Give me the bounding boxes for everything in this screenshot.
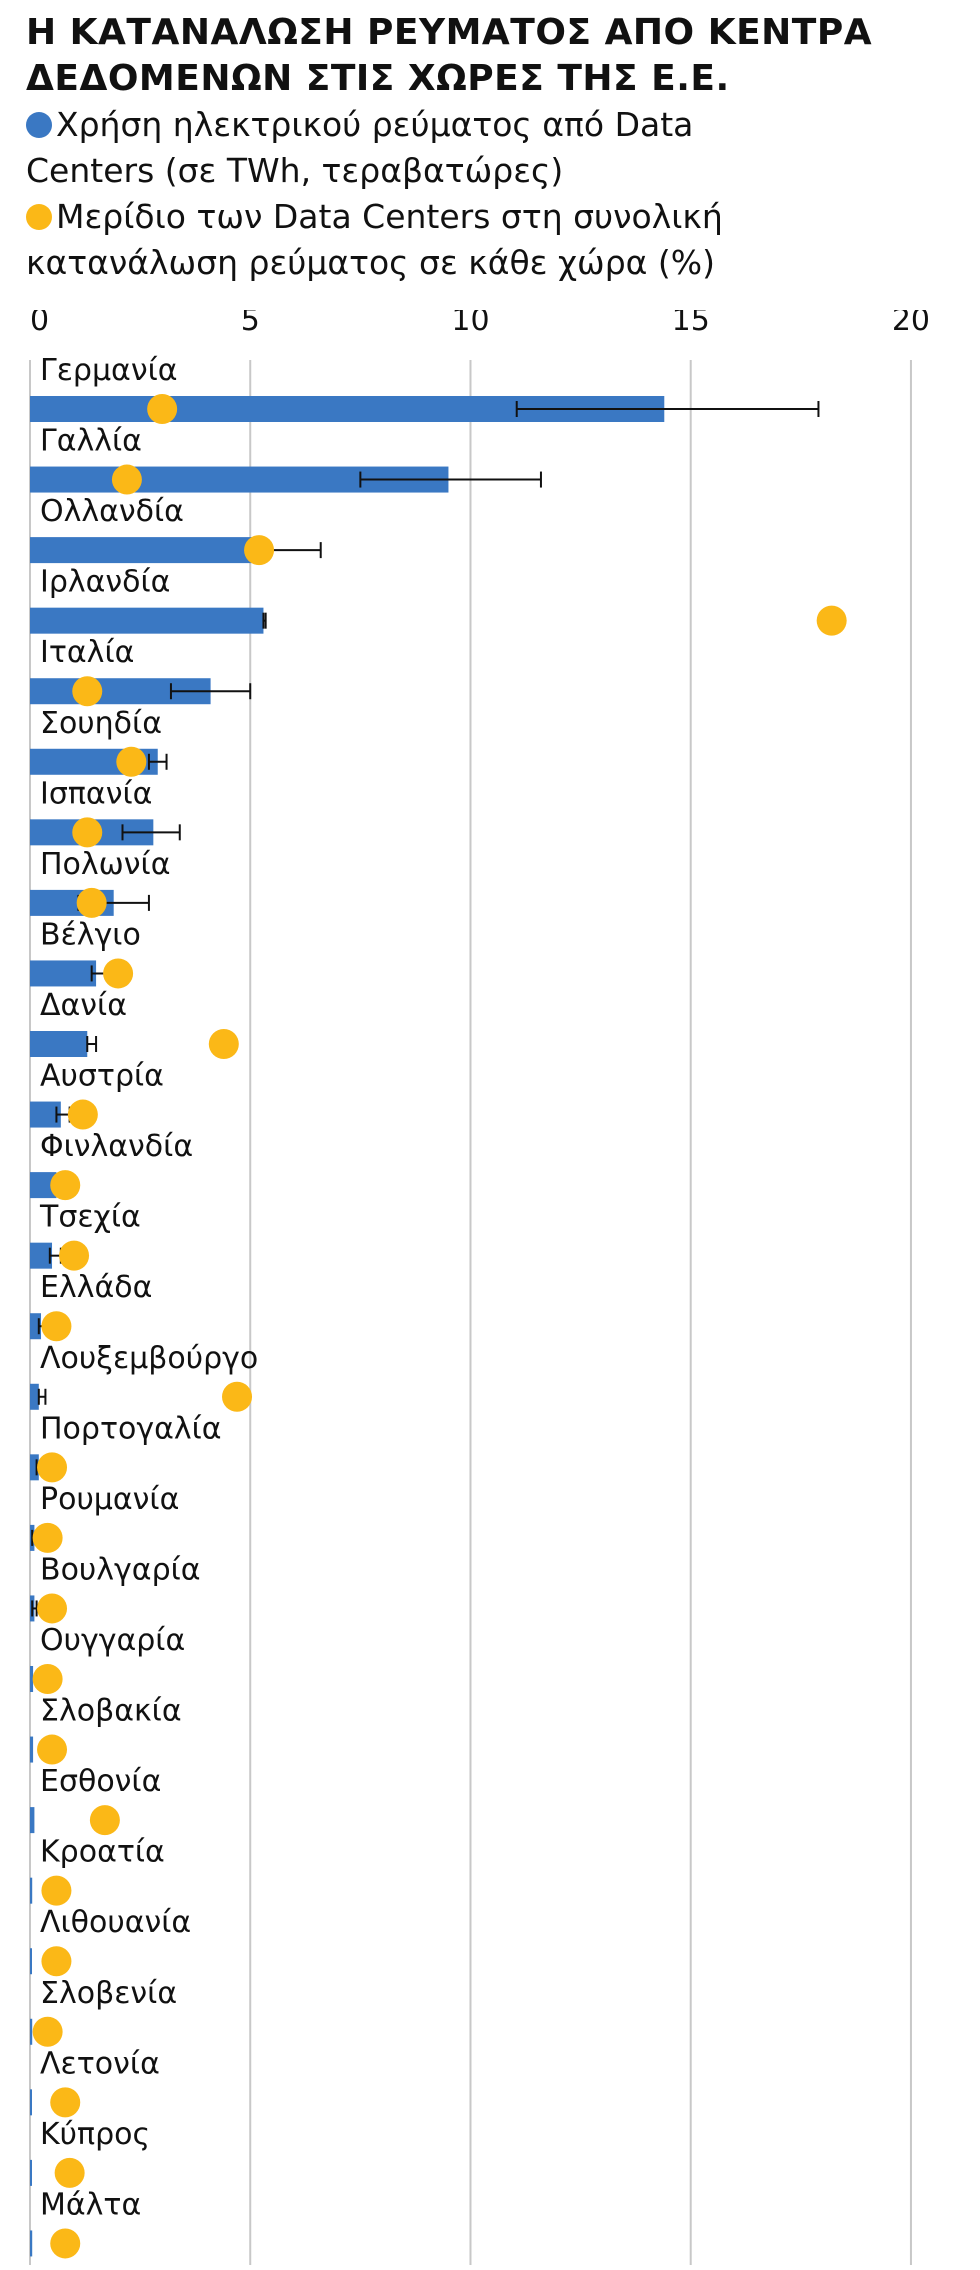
bar: [30, 2089, 32, 2116]
x-tick-label: 15: [672, 310, 710, 338]
y-tick-label: Ισπανία: [40, 776, 152, 811]
error-bar: [86, 1036, 98, 1052]
error-bar: [262, 612, 267, 629]
share-dot: [103, 958, 134, 989]
share-dot: [222, 1381, 253, 1412]
y-tick-label: Πολωνία: [40, 847, 170, 882]
bar: [30, 2230, 33, 2257]
y-tick-label: Ουγγαρία: [40, 1623, 185, 1658]
share-dot: [76, 887, 107, 918]
y-tick-label: Σλοβενία: [40, 1976, 177, 2011]
bar: [30, 537, 255, 564]
y-tick-label: Σλοβακία: [40, 1694, 182, 1729]
share-dot: [59, 1240, 90, 1271]
legend-entry: Μερίδιο των Data Centers στη συνολική κα…: [26, 194, 826, 286]
error-bar: [515, 401, 820, 417]
y-tick-label: Βουλγαρία: [40, 1552, 201, 1587]
share-dot: [50, 2087, 81, 2118]
share-dot: [50, 2228, 81, 2259]
x-tick-label: 20: [892, 310, 930, 338]
x-tick-label: 0: [30, 310, 49, 338]
bar: [30, 1807, 35, 1834]
share-dot: [32, 2016, 63, 2047]
y-tick-label: Ρουμανία: [40, 1482, 179, 1517]
y-tick-label: Βέλγιο: [40, 917, 141, 952]
share-dot: [208, 1029, 239, 1059]
share-dot: [54, 2157, 85, 2188]
bar: [30, 2018, 33, 2045]
bar: [30, 1948, 32, 1975]
y-tick-label: Γαλλία: [40, 424, 142, 459]
y-tick-label: Φινλανδία: [40, 1129, 193, 1164]
y-tick-label: Τσεχία: [39, 1200, 141, 1235]
error-bar: [147, 753, 168, 770]
share-dot: [67, 1099, 98, 1130]
y-tick-label: Λιθουανία: [40, 1905, 191, 1940]
share-dot: [41, 1875, 72, 1906]
chart: 0 5 10 15 20 Γερμανία Γαλλία Ολλανδία Ιρλανδία Ιτ…: [29, 310, 930, 2265]
bar: [30, 960, 97, 987]
y-tick-label: Δανία: [40, 988, 127, 1023]
share-dot: [37, 1593, 68, 1624]
share-dot: [41, 1946, 72, 1977]
share-dot: [32, 1664, 63, 1694]
legend-entry: Χρήση ηλεκτρικού ρεύματος από Data Cente…: [26, 102, 816, 194]
share-dot: [41, 1311, 72, 1342]
share-dot: [37, 1734, 68, 1765]
legend-swatch: [26, 204, 52, 230]
bar: [30, 1666, 34, 1692]
header: Η ΚΑΤΑΝΑΛΩΣΗ ΡΕΥΜΑΤΟΣ ΑΠΟ ΚΕΝΤΡΑ ΔΕΔΟΜΕΝ…: [0, 0, 980, 286]
legend-label: Χρήση ηλεκτρικού ρεύματος από Data Cente…: [26, 105, 694, 190]
legend-swatch: [26, 112, 52, 138]
y-tick-label: Κροατία: [40, 1835, 165, 1870]
error-bar: [121, 824, 181, 841]
share-dot: [37, 1452, 68, 1483]
share-dot: [244, 535, 275, 566]
y-tick-label: Ιταλία: [40, 635, 134, 670]
share-dot: [32, 1522, 63, 1553]
share-dot: [72, 676, 103, 707]
y-tick-label: Κύπρος: [40, 2117, 150, 2152]
bar: [30, 1877, 33, 1904]
share-dot: [147, 394, 178, 424]
chart-title: Η ΚΑΤΑΝΑΛΩΣΗ ΡΕΥΜΑΤΟΣ ΑΠΟ ΚΕΝΤΡΑ ΔΕΔΟΜΕΝ…: [26, 12, 873, 99]
bar: [30, 1383, 39, 1410]
y-tick-label: Ιρλανδία: [40, 565, 170, 600]
bar: [30, 1736, 34, 1763]
y-tick-label: Λουξεμβούργο: [40, 1341, 258, 1376]
y-tick-label: Αυστρία: [40, 1059, 164, 1094]
legend-label: Μερίδιο των Data Centers στη συνολική κα…: [26, 197, 723, 282]
error-bar: [37, 1388, 47, 1405]
y-tick-label: Γερμανία: [40, 353, 178, 388]
bar: [30, 1454, 39, 1481]
y-tick-label: Λετονία: [40, 2046, 160, 2081]
y-tick-label: Εσθονία: [40, 1764, 161, 1799]
y-tick-label: Μάλτα: [40, 2187, 141, 2222]
error-bar: [169, 683, 252, 700]
bar: [30, 1031, 88, 1057]
error-bar: [31, 1600, 38, 1617]
error-bar: [359, 471, 542, 488]
share-dot: [50, 1170, 81, 1201]
share-dot: [111, 464, 142, 495]
bar: [30, 1313, 42, 1340]
share-dot: [89, 1805, 120, 1836]
x-tick-label: 5: [241, 310, 260, 338]
y-tick-label: Πορτογαλία: [40, 1411, 222, 1446]
share-dot: [72, 817, 103, 848]
bar: [30, 607, 264, 634]
y-tick-label: Σουηδία: [40, 706, 162, 741]
x-tick-label: 10: [451, 310, 489, 338]
y-tick-label: Ελλάδα: [40, 1270, 152, 1305]
bar: [30, 1242, 53, 1269]
share-dot: [816, 605, 847, 636]
bar: [30, 2159, 32, 2186]
share-dot: [116, 746, 147, 777]
y-tick-label: Ολλανδία: [40, 494, 184, 529]
